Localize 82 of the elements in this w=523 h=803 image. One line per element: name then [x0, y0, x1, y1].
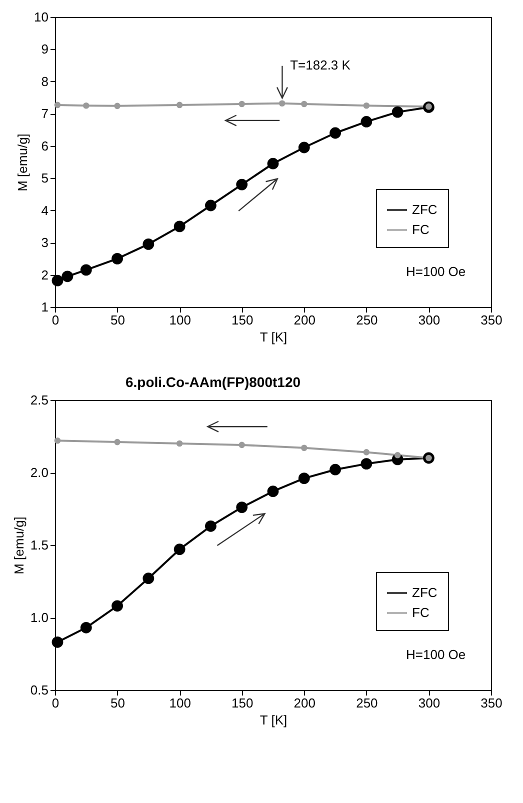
point [330, 127, 341, 139]
point [52, 636, 64, 648]
point [112, 252, 123, 264]
y-tick-label: 0.5 [30, 682, 48, 698]
x-tick-label: 200 [294, 696, 316, 710]
x-tick-label: 50 [110, 312, 126, 328]
point [174, 220, 186, 232]
point [392, 106, 404, 118]
point [300, 100, 308, 108]
x-tick-label: 350 [480, 312, 502, 328]
point [298, 142, 310, 154]
point [205, 200, 216, 212]
y-tick-label: 8 [41, 74, 48, 89]
point [80, 622, 92, 634]
point [174, 544, 186, 556]
point [363, 449, 370, 456]
y-tick-label: 2 [41, 267, 48, 282]
annotation: H=100 Oe [406, 647, 466, 662]
y-tick-label: 2.5 [30, 392, 48, 408]
legend-label: ZFC [412, 202, 438, 217]
x-tick-label: 300 [418, 696, 440, 710]
x-tick-label: 50 [110, 696, 126, 710]
x-tick-label: 0 [52, 696, 60, 710]
y-tick-label: 9 [41, 42, 48, 57]
x-tick-label: 300 [418, 312, 440, 328]
x-tick-label: 250 [356, 312, 378, 328]
x-tick-label: 0 [52, 312, 60, 328]
point [360, 458, 372, 470]
x-tick-label: 350 [480, 696, 502, 710]
point [62, 270, 74, 282]
y-tick-label: 4 [41, 202, 48, 218]
point [176, 440, 183, 447]
point [236, 178, 248, 190]
y-tick-label: 1 [41, 300, 48, 314]
point [238, 442, 246, 448]
x-axis-title: T [K] [260, 712, 288, 728]
y-tick-label: 1.5 [30, 538, 48, 552]
legend-label: ZFC [412, 585, 438, 600]
point [298, 472, 310, 484]
annotation: T=182.3 K [290, 57, 351, 72]
point [54, 437, 61, 444]
x-tick-label: 100 [169, 696, 191, 710]
y-tick-label: 10 [34, 10, 48, 24]
y-tick-label: 2.0 [30, 465, 48, 480]
point [330, 464, 341, 476]
annotation: H=100 Oe [406, 264, 466, 279]
point [114, 438, 120, 446]
point [394, 452, 401, 458]
y-tick-label: 3 [41, 235, 48, 250]
point [300, 444, 308, 452]
y-tick-label: 7 [41, 106, 48, 122]
x-axis-title: T [K] [260, 330, 288, 344]
point [236, 502, 248, 513]
x-tick-label: 250 [356, 696, 378, 710]
x-tick-label: 150 [232, 312, 254, 328]
y-axis-title: M [emu/g] [11, 516, 26, 574]
point [112, 600, 123, 612]
point [82, 102, 90, 109]
point [278, 100, 286, 107]
point [114, 102, 120, 110]
legend-label: FC [412, 605, 430, 620]
point [360, 116, 372, 128]
legend-label: FC [412, 222, 430, 237]
point [54, 102, 61, 108]
point [267, 486, 279, 498]
y-tick-label: 5 [41, 170, 48, 186]
point [363, 102, 370, 109]
y-tick-label: 6 [41, 138, 48, 154]
y-axis-title: M [emu/g] [15, 134, 30, 192]
point [142, 572, 154, 584]
x-tick-label: 200 [294, 312, 316, 328]
point [52, 274, 64, 286]
point [80, 264, 92, 276]
x-tick-label: 100 [169, 312, 191, 328]
y-tick-label: 1.0 [30, 610, 48, 625]
point [205, 520, 216, 532]
point [238, 100, 246, 108]
chart-title: 6.poli.Co-AAm(FP)800t120 [125, 374, 301, 390]
x-tick-label: 150 [232, 696, 254, 710]
point [176, 102, 183, 108]
point [267, 158, 279, 170]
point [142, 238, 154, 250]
